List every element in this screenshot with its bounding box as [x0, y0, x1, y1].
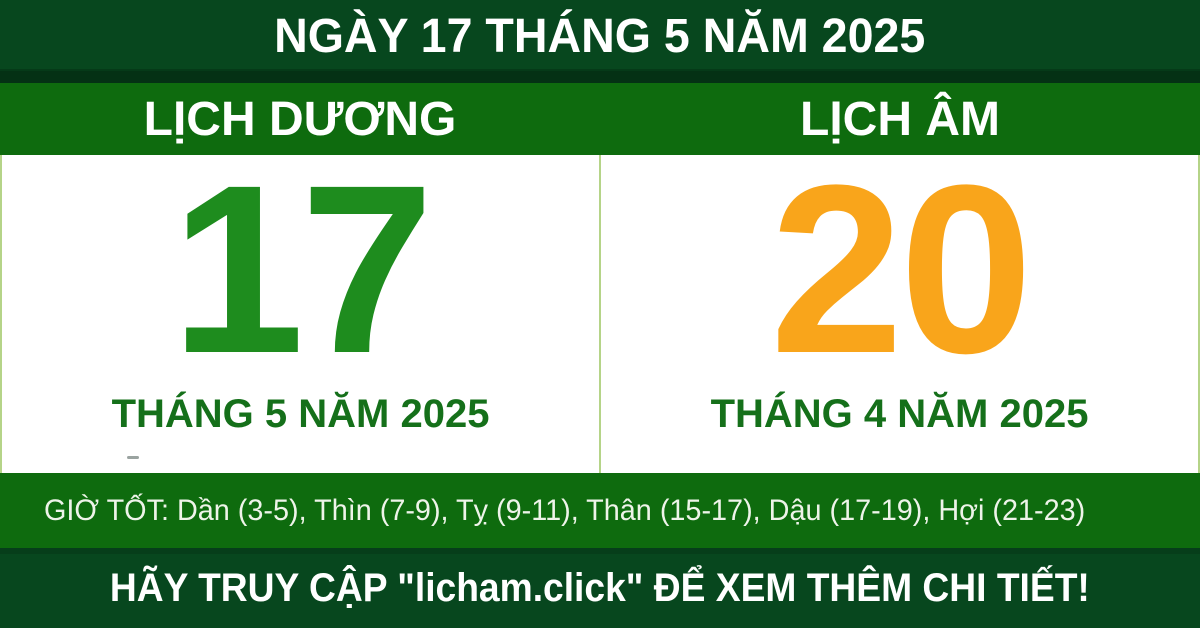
- solar-month-year-label: THÁNG 5 NĂM 2025: [111, 392, 490, 436]
- panel-divider: [599, 155, 601, 473]
- solar-day-number: 17: [171, 135, 434, 403]
- lunar-panel: 20 THÁNG 4 NĂM 2025: [601, 135, 1198, 473]
- footer-banner: HÃY TRUY CẬP "licham.click" ĐỂ XEM THÊM …: [0, 548, 1200, 628]
- good-hours-bar: GIỜ TỐT: Dần (3-5), Thìn (7-9), Tỵ (9-11…: [0, 473, 1200, 548]
- calendar-column-headers: LỊCH DƯƠNG LỊCH ÂM: [0, 83, 1200, 155]
- date-banner-title: NGÀY 17 THÁNG 5 NĂM 2025: [274, 10, 926, 63]
- lunar-day-number: 20: [770, 135, 1033, 403]
- lunar-month-year-label: THÁNG 4 NĂM 2025: [710, 392, 1089, 436]
- solar-calendar-header: LỊCH DƯƠNG: [0, 83, 600, 155]
- date-banner: NGÀY 17 THÁNG 5 NĂM 2025: [0, 0, 1200, 83]
- stray-dash-mark: [127, 456, 139, 459]
- solar-panel: 17 THÁNG 5 NĂM 2025: [2, 135, 599, 473]
- lunar-calendar-header-label: LỊCH ÂM: [800, 92, 1000, 146]
- good-hours-text: GIỜ TỐT: Dần (3-5), Thìn (7-9), Tỵ (9-11…: [44, 493, 1086, 527]
- solar-calendar-header-label: LỊCH DƯƠNG: [143, 92, 457, 146]
- footer-cta-text: HÃY TRUY CẬP "licham.click" ĐỂ XEM THÊM …: [110, 565, 1090, 610]
- calendar-panels: 17 THÁNG 5 NĂM 2025 20 THÁNG 4 NĂM 2025: [0, 135, 1200, 473]
- lunar-calendar-header: LỊCH ÂM: [600, 83, 1200, 155]
